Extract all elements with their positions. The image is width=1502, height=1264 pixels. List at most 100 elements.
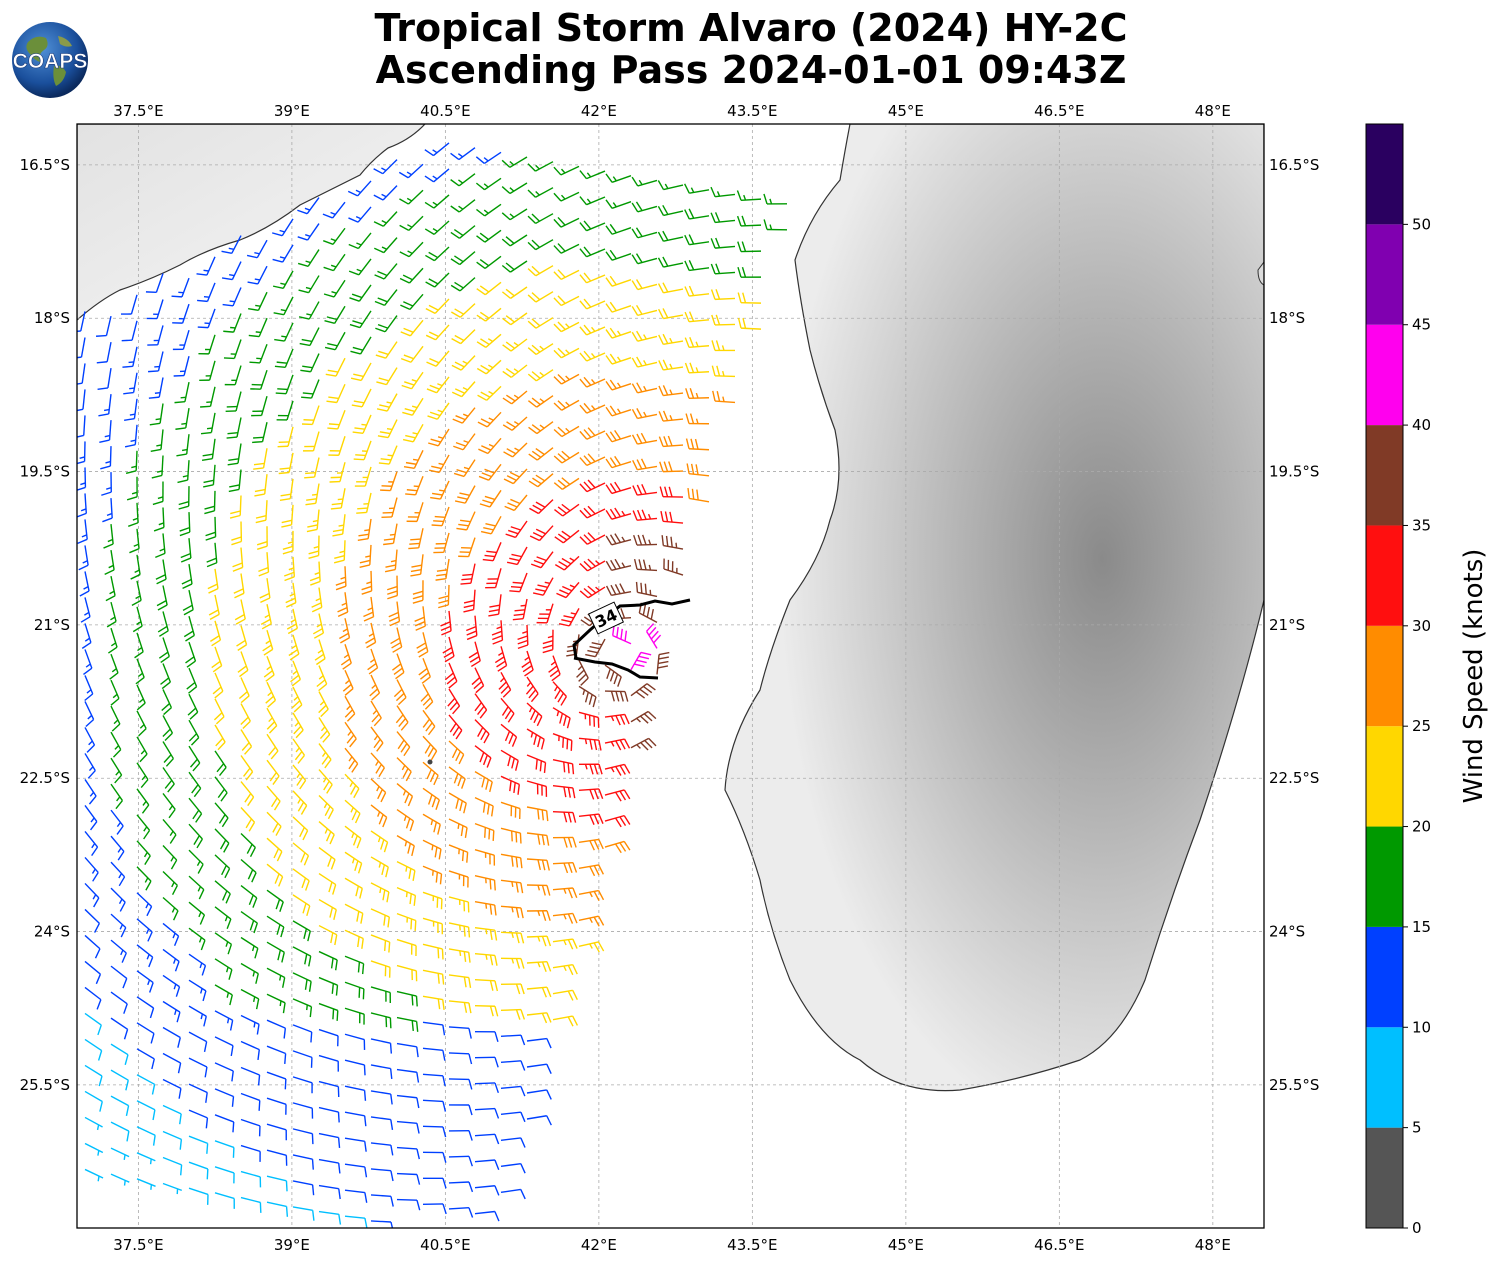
wind-barb [502,312,528,326]
wind-barb [236,625,248,651]
wind-barb [474,745,492,768]
wind-barb [292,712,304,739]
wind-barb [301,379,320,399]
wind-barb [428,454,450,474]
wind-barb [631,253,658,265]
wind-barb [339,618,351,644]
wind-barb [448,896,470,913]
wind-barb [349,284,372,302]
figure-title-line2: Ascending Pass 2024-01-01 09:43Z [375,48,1127,92]
wind-barb [185,641,197,668]
wind-barb [187,693,199,720]
wind-barb [631,279,658,291]
wind-barb [552,989,578,1001]
wind-barb [370,1142,394,1156]
wind-barb [136,1178,156,1190]
wind-barb [136,710,147,737]
wind-barb [463,589,476,613]
wind-barb [521,650,534,677]
wind-barb [266,993,286,1014]
wind-barb [158,637,170,664]
wind-barb [503,468,528,485]
wind-barb [240,962,259,984]
wind-barb [374,289,398,306]
wind-barb [162,974,181,997]
wind-barb [359,544,372,568]
wind-barb [238,677,250,704]
wind-barb [605,558,632,571]
wind-barb [553,399,580,411]
wind-barb [214,880,231,904]
wind-barb [271,218,294,237]
wind-barb [553,243,580,254]
wind-barb [737,317,762,330]
wind-barb [172,303,190,324]
wind-barb [425,272,450,288]
wind-barb [396,809,415,832]
wind-barb [374,237,398,254]
wind-barb [632,484,658,496]
wind-barb [188,1135,209,1154]
wind-barb [188,771,202,798]
wind-barb [99,420,112,444]
wind-barb [552,733,573,751]
wind-barb [350,362,372,382]
colorbar: 0 5 10 15 20 25 30 35 40 45 50 Wind Speed (knots) [1365,123,1489,1237]
wind-barb [396,860,416,881]
wind-barb [450,251,476,266]
wind-barb [684,183,710,194]
wind-barb [478,463,502,481]
wind-barb [229,495,242,519]
wind-barb [579,272,606,284]
wind-barb [316,665,328,692]
wind-barb [684,311,710,323]
wind-barb [224,365,242,386]
africa-coast-land [77,124,426,321]
wind-barb [330,488,346,510]
wind-barb [658,359,684,371]
wind-barb [631,201,658,213]
wind-barb [240,936,259,959]
wind-barb [474,926,498,941]
wind-barb [579,170,606,180]
wind-barb [422,995,445,1010]
wind-barb [526,1012,552,1024]
wind-barb [266,863,284,887]
wind-barb [136,1100,156,1121]
wind-barb [501,234,528,247]
wind-barb [392,653,405,680]
wind-barb [122,346,138,368]
colorbar-bin [1366,926,1403,1028]
lat-tick-label-left: 24°S [34,923,70,941]
wind-barb [297,223,320,241]
wind-barb [292,764,307,790]
wind-barb [214,854,231,879]
wind-barb [553,450,580,464]
wind-barb [527,239,554,251]
wind-barb [532,577,554,596]
wind-barb [121,320,138,342]
wind-barb [684,336,710,349]
wind-barb [474,719,490,744]
wind-barb [292,972,312,992]
wind-barb [578,941,605,953]
wind-barb [232,547,244,572]
wind-barb [604,664,622,687]
wind-barb [370,1194,394,1207]
wind-barb [123,372,138,395]
wind-barb [272,244,294,263]
wind-barb [552,912,578,924]
wind-barb [500,723,518,747]
colorbar-bin [1366,525,1403,626]
wind-barb [272,270,294,290]
wind-barb [148,377,164,399]
wind-barb [399,267,424,284]
wind-barb [630,710,657,724]
wind-barb [318,717,331,743]
wind-barb [136,1074,156,1095]
colorbar-frame [1365,123,1404,1229]
wind-barb [528,447,554,461]
wind-barb [658,333,684,345]
wind-barb [553,216,580,228]
wind-barb [578,737,602,751]
